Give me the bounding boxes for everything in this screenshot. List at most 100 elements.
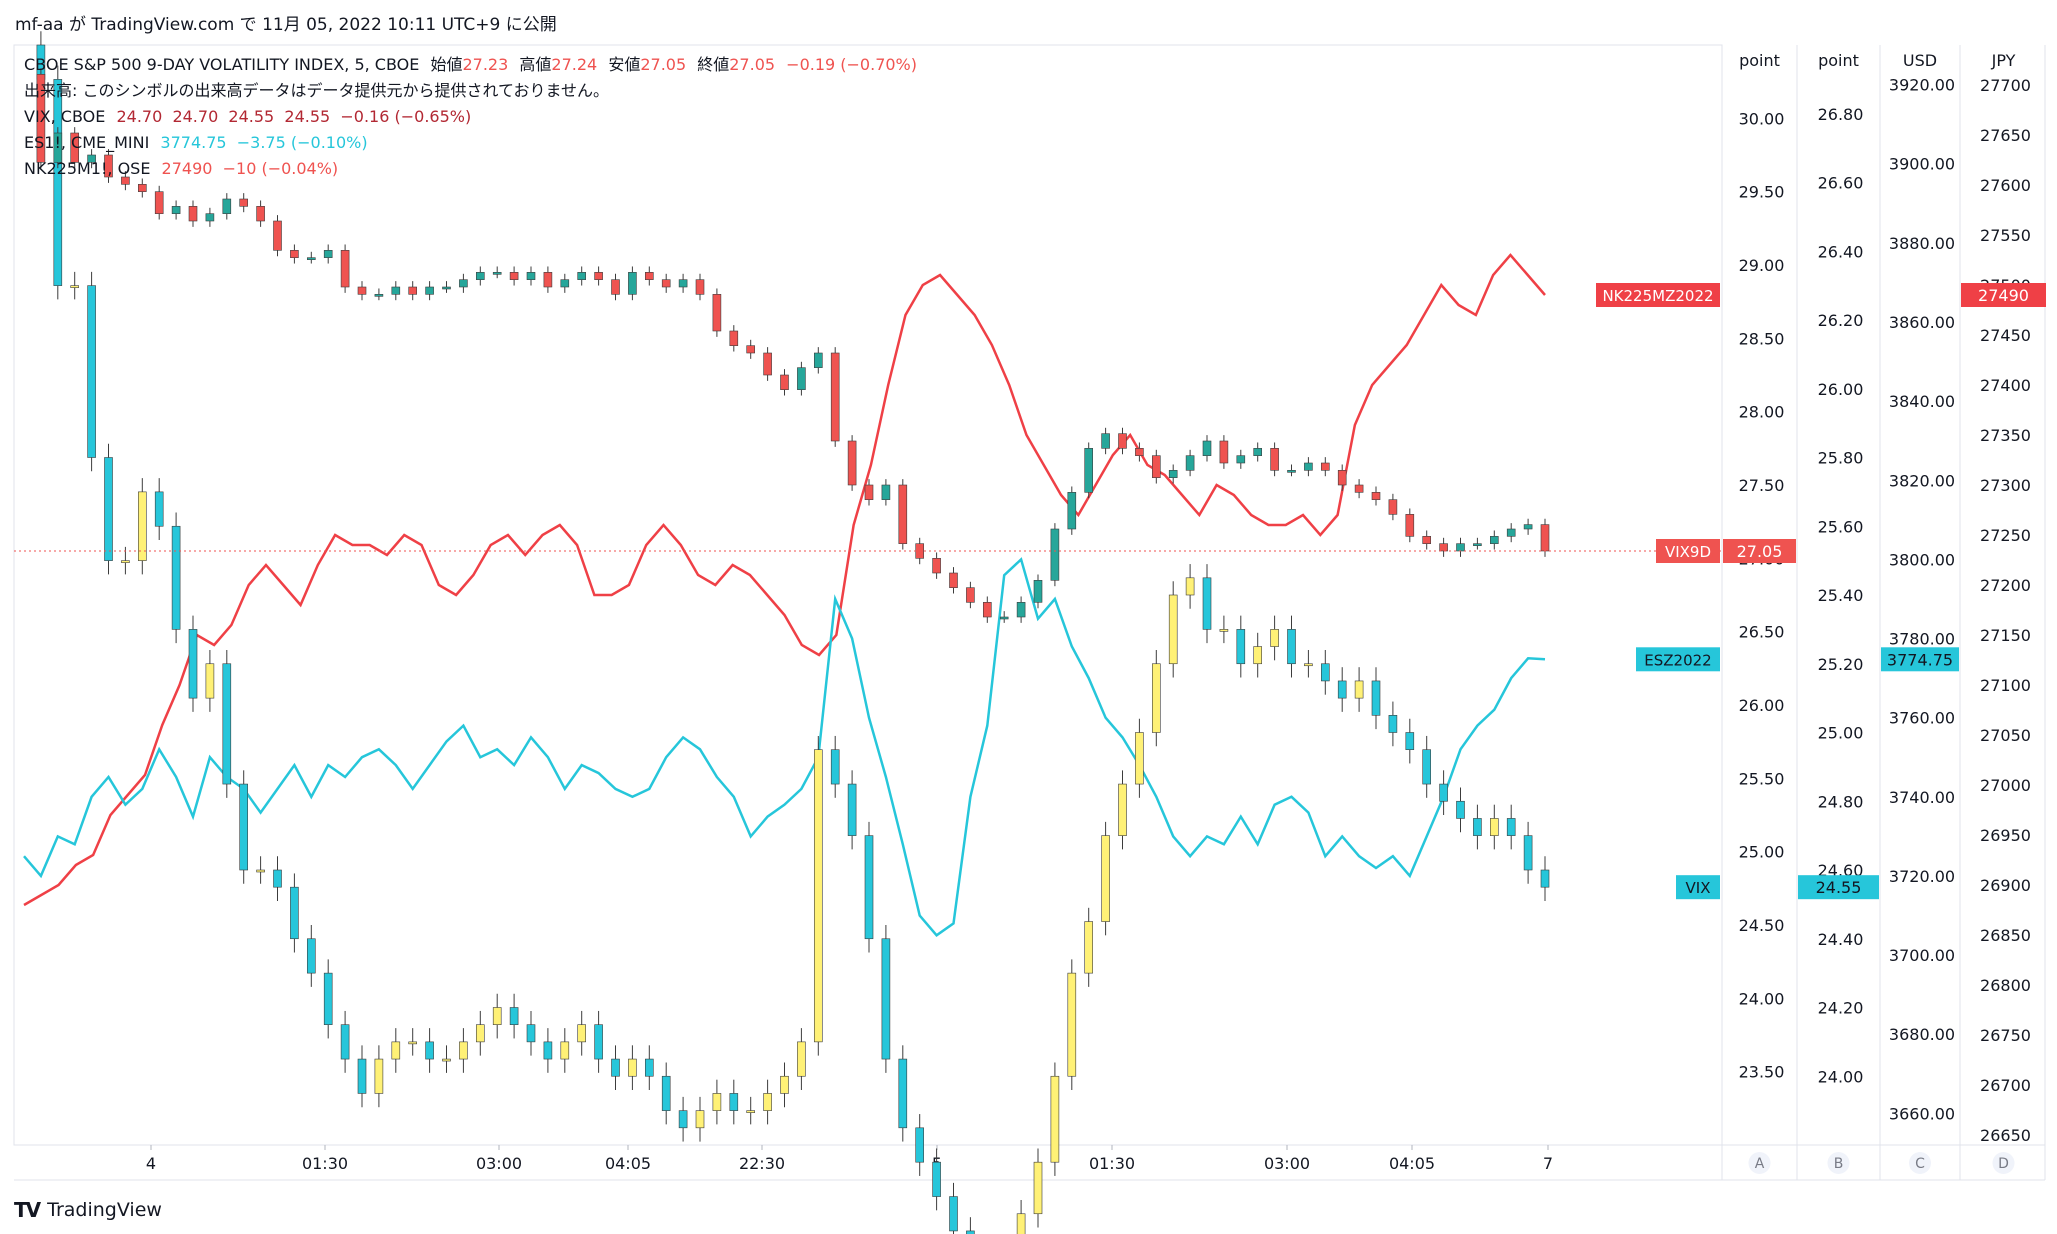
- series-tag-NK225MZ2022: [1596, 283, 1720, 307]
- tick-label-A: 28.50: [1739, 329, 1785, 348]
- tick-label-C: 3880.00: [1889, 234, 1955, 253]
- vix-candle-body: [1033, 1161, 1043, 1215]
- legend-es[interactable]: ES1!, CME_MINI 3774.75 −3.75 (−0.10%): [24, 130, 923, 156]
- tick-label-D: 26850: [1980, 926, 2031, 945]
- vix9d-candle-body: [1523, 524, 1533, 530]
- vix-candle-body: [222, 663, 232, 785]
- legend-main[interactable]: CBOE S&P 500 9-DAY VOLATILITY INDEX, 5, …: [24, 52, 923, 78]
- vix-candle-body: [1540, 869, 1550, 888]
- vix9d-candle-body: [1067, 492, 1077, 530]
- series-tag-text: VIX: [1686, 879, 1711, 897]
- series-tag-VIX: [1676, 875, 1720, 900]
- legend-volume[interactable]: 出来高: このシンボルの出来高データはデータ提供元から提供されておりません。: [24, 78, 923, 104]
- tick-label-A: 29.00: [1739, 256, 1785, 275]
- vix-candle-body: [847, 783, 857, 836]
- vix9d-candle-body: [138, 184, 147, 192]
- scale-button-B: [1827, 1152, 1850, 1174]
- vix-candle-body: [323, 972, 333, 1025]
- time-label: 04:05: [1389, 1154, 1435, 1173]
- legend-open: 27.23: [462, 55, 509, 74]
- vix9d-candle-body: [712, 294, 722, 332]
- vix-candle-body: [340, 1024, 350, 1060]
- vix9d-candle-body: [594, 272, 603, 280]
- vix-candle-body: [644, 1058, 654, 1077]
- legend-open-label: 始値: [430, 55, 463, 74]
- vix-candle-body: [205, 663, 215, 699]
- publish-header: mf-aa が TradingView.com で 11月 05, 2022 1…: [15, 15, 557, 35]
- scale-button-A: [1748, 1152, 1771, 1174]
- scale-letter-C: C: [1915, 1156, 1925, 1172]
- vix9d-candle-body: [340, 250, 350, 288]
- vix9d-candle-body: [898, 484, 908, 544]
- tick-label-B: 25.80: [1818, 449, 1864, 468]
- vix-candle-body: [1118, 783, 1127, 836]
- vix9d-candle-body: [661, 279, 671, 288]
- vix-candle-body: [1523, 835, 1533, 871]
- vix-candle-body: [138, 491, 147, 561]
- vix9d-candle-body: [966, 587, 975, 603]
- vix9d-candle-body: [611, 279, 620, 295]
- vix9d-candle-body: [1422, 536, 1431, 544]
- tick-label-A: 25.50: [1739, 769, 1785, 788]
- legend-vix[interactable]: VIX, CBOE 24.70 24.70 24.55 24.55 −0.16 …: [24, 104, 923, 130]
- scale-button-C: [1909, 1152, 1931, 1174]
- tick-label-C: 3900.00: [1889, 155, 1955, 174]
- vix9d-candle-body: [1304, 462, 1313, 471]
- vix-candle-body: [898, 1058, 908, 1129]
- tick-label-D: 27000: [1980, 776, 2031, 795]
- vix-candle-body: [611, 1058, 620, 1077]
- vix9d-candle-body: [408, 286, 418, 295]
- legend-main-title: CBOE S&P 500 9-DAY VOLATILITY INDEX, 5, …: [24, 55, 420, 74]
- vix-candle-body: [1253, 646, 1262, 665]
- tick-label-A: 26.00: [1739, 696, 1785, 715]
- scale-letter-B: B: [1834, 1156, 1844, 1172]
- vix9d-candle-body: [492, 272, 502, 275]
- tick-label-D: 26900: [1980, 876, 2031, 895]
- vix9d-candle-body: [1337, 470, 1347, 486]
- vix-candle-body: [712, 1093, 722, 1111]
- vix-candle-body: [1236, 629, 1246, 665]
- vix9d-candle-body: [780, 374, 789, 390]
- vix9d-candle-body: [1287, 470, 1296, 473]
- time-label: 4: [146, 1154, 156, 1173]
- vix-candle-body: [813, 749, 823, 1043]
- legend-vix-title: VIX, CBOE: [24, 107, 106, 126]
- vix-candle-body: [678, 1110, 688, 1129]
- vix9d-candle-body: [104, 154, 113, 178]
- vix-candle-body: [628, 1058, 637, 1077]
- vix9d-candle-body: [1219, 440, 1229, 464]
- tick-label-D: 27550: [1980, 226, 2031, 245]
- vix-candle-body: [1422, 749, 1431, 785]
- tick-label-B: 26.00: [1818, 380, 1864, 399]
- price-tag-text: 27.05: [1737, 542, 1783, 561]
- tick-label-B: 26.60: [1818, 174, 1864, 193]
- vix-candle-body: [1270, 629, 1279, 647]
- vix-candle-body: [1473, 818, 1482, 836]
- tick-label-A: 24.00: [1739, 989, 1785, 1008]
- vix-candle-body: [780, 1075, 789, 1094]
- vix9d-candle-body: [1152, 455, 1161, 478]
- vix-candle-body: [1337, 680, 1347, 699]
- vix9d-candle-body: [678, 279, 688, 288]
- vix9d-candle-body: [70, 132, 79, 163]
- vix-candle-body: [949, 1196, 958, 1232]
- vix-candle-body: [391, 1041, 401, 1060]
- vix-candle-body: [509, 1007, 519, 1025]
- vix9d-candle-body: [53, 132, 63, 163]
- vix-candle-body: [695, 1110, 705, 1129]
- es-line: [23, 557, 1546, 937]
- vix9d-candle-body: [239, 198, 248, 207]
- vix-candle-body: [1084, 921, 1093, 974]
- tick-label-A: 29.50: [1739, 183, 1785, 202]
- scale-letter-D: D: [1998, 1156, 2009, 1172]
- legend-nk[interactable]: NK225M1!, OSE 27490 −10 (−0.04%): [24, 156, 923, 182]
- vix9d-candle-body: [982, 602, 992, 618]
- vix-candle-body: [1321, 663, 1330, 682]
- vix-candle-body: [290, 886, 299, 940]
- vix-candle-body: [239, 783, 248, 871]
- vix9d-candle-body: [1371, 492, 1381, 500]
- footer-brand[interactable]: TV TradingView: [14, 1198, 162, 1222]
- vix-candle-body: [1185, 577, 1195, 596]
- plot-area: [13, 44, 1723, 1146]
